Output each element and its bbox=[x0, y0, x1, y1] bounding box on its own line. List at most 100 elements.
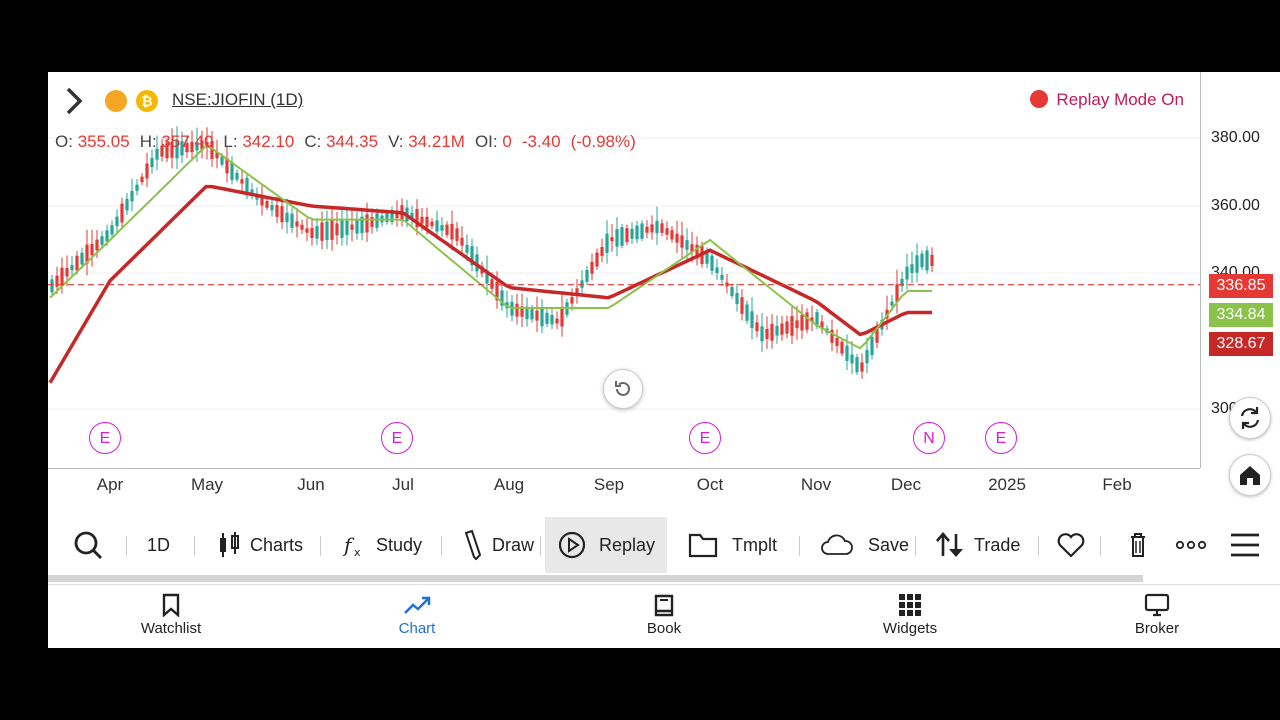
time-axis[interactable]: Apr May Jun Jul Aug Sep Oct Nov Dec 2025… bbox=[48, 468, 1200, 499]
monitor-icon bbox=[1144, 593, 1170, 617]
charts-button[interactable]: Charts bbox=[216, 517, 303, 573]
nav-widgets[interactable]: Widgets bbox=[850, 593, 970, 637]
search-button[interactable] bbox=[72, 517, 112, 573]
candle bbox=[120, 203, 124, 223]
divider bbox=[320, 536, 321, 556]
candle bbox=[485, 270, 489, 284]
candle bbox=[240, 179, 244, 184]
candle bbox=[710, 255, 714, 271]
candle bbox=[210, 141, 214, 160]
month-label: Nov bbox=[800, 475, 832, 494]
hamburger-menu-icon bbox=[1231, 533, 1259, 557]
candle bbox=[680, 235, 684, 248]
nav-watchlist[interactable]: Watchlist bbox=[111, 593, 231, 637]
delete-button[interactable] bbox=[1128, 517, 1156, 573]
sync-button[interactable] bbox=[1229, 397, 1271, 439]
candle bbox=[560, 306, 564, 327]
candle bbox=[530, 309, 534, 320]
candle bbox=[920, 253, 924, 268]
candle bbox=[755, 322, 759, 332]
candle bbox=[520, 306, 524, 317]
trade-button[interactable]: Trade bbox=[934, 517, 1020, 573]
study-label: Study bbox=[376, 534, 423, 555]
earnings-event-marker[interactable]: E bbox=[89, 422, 121, 454]
candle bbox=[725, 282, 729, 287]
candle bbox=[250, 189, 254, 195]
news-event-marker[interactable]: N bbox=[913, 422, 945, 454]
candle bbox=[720, 274, 724, 280]
candle bbox=[265, 201, 269, 208]
chart-area[interactable]: ₿ NSE:JIOFIN (1D) Replay Mode On O: 355.… bbox=[48, 72, 1200, 468]
candle bbox=[775, 325, 779, 336]
change-value: -3.40 bbox=[521, 132, 561, 151]
price-axis[interactable]: 380.00 360.00 340.00 300 336.85 334.84 3… bbox=[1200, 72, 1280, 468]
nav-label: Watchlist bbox=[140, 620, 202, 637]
candle bbox=[915, 255, 919, 273]
template-button[interactable]: Tmplt bbox=[688, 517, 777, 573]
favorite-button[interactable] bbox=[1056, 517, 1094, 573]
coin-icon: ₿ bbox=[136, 90, 158, 112]
candle bbox=[185, 143, 189, 153]
record-icon bbox=[1030, 90, 1049, 108]
earnings-event-marker[interactable]: E bbox=[689, 422, 721, 454]
divider bbox=[540, 536, 541, 556]
candle bbox=[470, 246, 474, 266]
candle bbox=[665, 228, 669, 235]
replay-mode-indicator[interactable]: Replay Mode On bbox=[1030, 90, 1184, 110]
candle bbox=[145, 163, 149, 179]
candle bbox=[360, 216, 364, 234]
toolbar-scrollbar[interactable] bbox=[48, 575, 1143, 582]
volume-value: 34.21M bbox=[408, 132, 465, 151]
candle bbox=[135, 184, 139, 191]
candle bbox=[75, 255, 79, 271]
nav-chart[interactable]: Chart bbox=[357, 593, 477, 637]
candle bbox=[55, 275, 59, 287]
candle bbox=[105, 230, 109, 242]
candle bbox=[550, 314, 554, 325]
candle bbox=[525, 306, 529, 320]
candle bbox=[630, 228, 634, 239]
candle bbox=[245, 177, 249, 196]
symbol-title[interactable]: NSE:JIOFIN (1D) bbox=[172, 90, 304, 109]
heart-icon bbox=[1057, 533, 1085, 558]
candle bbox=[500, 290, 504, 306]
replay-button[interactable]: Replay bbox=[545, 517, 668, 573]
reset-view-button[interactable] bbox=[603, 369, 643, 409]
nav-broker[interactable]: Broker bbox=[1097, 593, 1217, 637]
candle bbox=[860, 362, 864, 372]
nav-label: Widgets bbox=[882, 620, 938, 637]
home-button[interactable] bbox=[1229, 454, 1271, 496]
chevron-right-icon[interactable] bbox=[62, 86, 86, 121]
candle bbox=[785, 321, 789, 334]
month-label: May bbox=[190, 475, 224, 494]
candle bbox=[350, 224, 354, 230]
draw-button[interactable]: Draw bbox=[462, 517, 534, 573]
nav-label: Book bbox=[646, 620, 682, 637]
menu-button[interactable] bbox=[1229, 517, 1269, 573]
candle bbox=[815, 312, 819, 327]
candle bbox=[895, 284, 899, 302]
month-label: Dec bbox=[890, 475, 922, 494]
earnings-event-marker[interactable]: E bbox=[985, 422, 1017, 454]
price-chart[interactable] bbox=[48, 72, 1200, 468]
candle bbox=[655, 220, 659, 234]
candle bbox=[410, 212, 414, 220]
candle bbox=[100, 236, 104, 245]
candle bbox=[535, 310, 539, 321]
candle bbox=[595, 252, 599, 267]
candle bbox=[780, 323, 784, 335]
more-button[interactable] bbox=[1175, 517, 1215, 573]
save-label: Save bbox=[868, 534, 910, 555]
nav-book[interactable]: Book bbox=[604, 593, 724, 637]
candle bbox=[850, 354, 854, 364]
interval-button[interactable]: 1D bbox=[147, 534, 171, 555]
price-tick: 360.00 bbox=[1211, 197, 1260, 214]
fast-ma-tag: 334.84 bbox=[1209, 303, 1273, 327]
candle bbox=[90, 243, 94, 256]
replay-label: Replay bbox=[599, 534, 656, 555]
earnings-event-marker[interactable]: E bbox=[381, 422, 413, 454]
candle bbox=[580, 280, 584, 288]
save-button[interactable]: Save bbox=[820, 517, 909, 573]
